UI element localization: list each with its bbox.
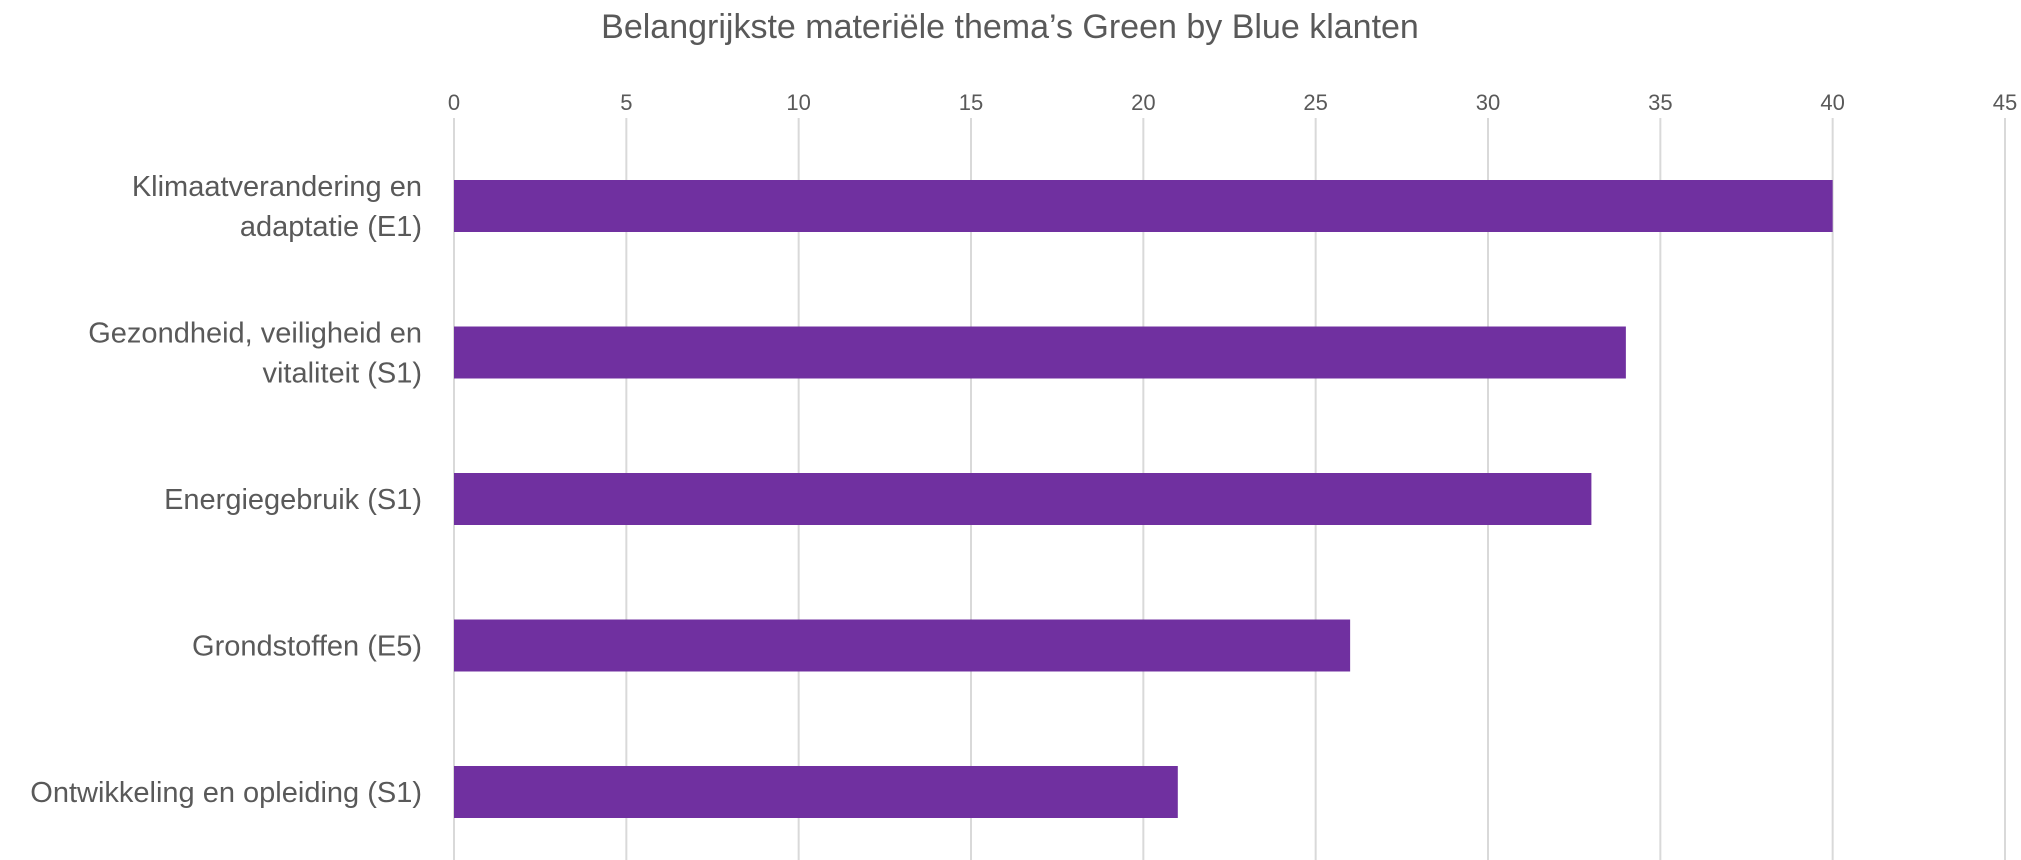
x-tick-label: 0 (448, 90, 460, 115)
category-label: Grondstoffen (E5) (192, 631, 422, 663)
category-label: Klimaatverandering en adaptatie (E1) (132, 171, 422, 243)
category-label-line: Grondstoffen (E5) (192, 631, 422, 663)
category-label-line: Klimaatverandering en (132, 171, 422, 203)
x-tick-label: 45 (1993, 90, 2017, 115)
bars (454, 180, 1833, 818)
x-tick-label: 20 (1131, 90, 1155, 115)
chart-title: Belangrijkste materiële thema’s Green by… (601, 8, 1419, 46)
x-tick-label: 10 (786, 90, 810, 115)
category-label-line: Ontwikkeling en opleiding (S1) (30, 777, 422, 809)
bar (454, 473, 1592, 525)
category-label-line: vitaliteit (S1) (262, 358, 422, 390)
bar (454, 180, 1833, 232)
x-tick-label: 15 (959, 90, 983, 115)
category-labels: Klimaatverandering en adaptatie (E1) Gezon… (30, 171, 422, 809)
category-label: Gezondheid, veiligheid en vitaliteit (S1) (88, 318, 422, 390)
bar (454, 326, 1626, 379)
x-axis-ticks: 0 5 10 15 20 25 30 35 40 45 (448, 90, 2017, 115)
x-tick-label: 30 (1476, 90, 1500, 115)
bar (454, 619, 1351, 672)
bar (454, 766, 1178, 818)
x-tick-label: 35 (1648, 90, 1672, 115)
x-tick-label: 40 (1820, 90, 1844, 115)
category-label-line: Gezondheid, veiligheid en (88, 318, 422, 350)
category-label: Energiegebruik (S1) (164, 484, 422, 516)
x-tick-label: 25 (1303, 90, 1327, 115)
x-tick-label: 5 (620, 90, 632, 115)
category-label-line: Energiegebruik (S1) (164, 484, 422, 516)
category-label-line: adaptatie (E1) (240, 211, 422, 243)
category-label: Ontwikkeling en opleiding (S1) (30, 777, 422, 809)
